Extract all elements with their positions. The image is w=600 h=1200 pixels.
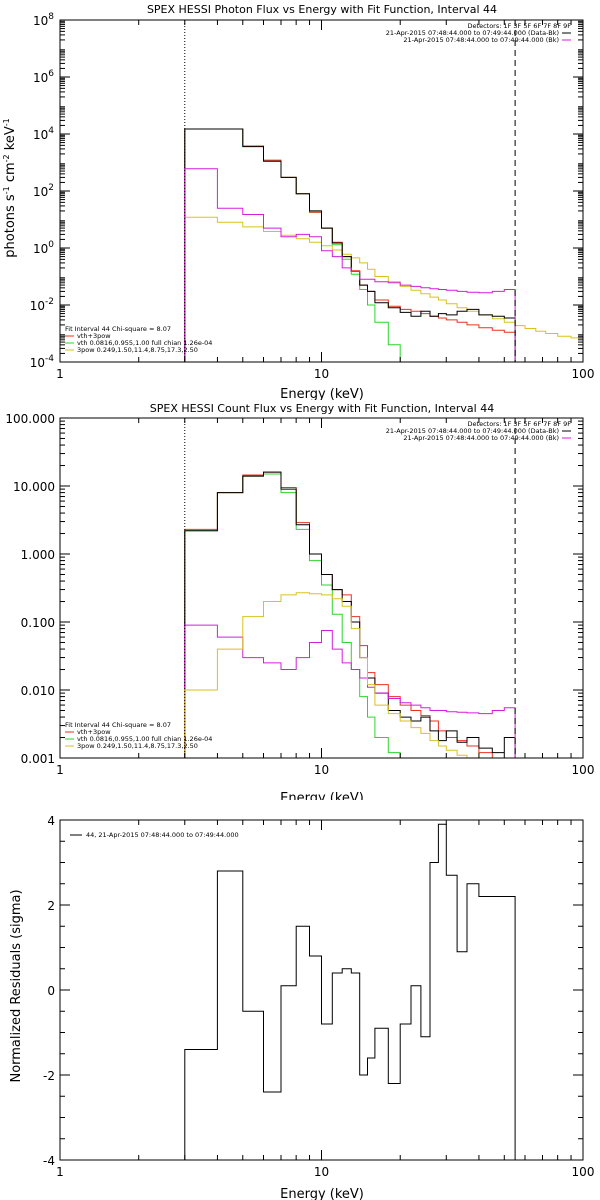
x-tick-label: 10 xyxy=(314,367,329,381)
legend-entry: 21-Apr-2015 07:48:44.000 to 07:49:44.000… xyxy=(403,36,559,44)
legend-entry: 21-Apr-2015 07:48:44.000 to 07:49:44.000… xyxy=(386,29,559,37)
y-tick-label: 0 xyxy=(47,984,55,998)
chart-title: SPEX HESSI Photon Flux vs Energy with Fi… xyxy=(147,3,497,16)
series-powerlaw-line xyxy=(184,216,583,362)
count-flux-chart: SPEX HESSI Count Flux vs Energy with Fit… xyxy=(5,402,595,800)
plot-series-group xyxy=(184,471,516,758)
x-tick-label: 1 xyxy=(56,367,64,381)
legend-entry: vth 0.0816,0.955,1.00 full chian 1.26e-0… xyxy=(77,735,212,743)
photon-flux-chart: SPEX HESSI Photon Flux vs Energy with Fi… xyxy=(2,3,595,400)
legend-entry: vth+3pow xyxy=(77,332,111,340)
y-tick-label: 0.100 xyxy=(21,616,55,630)
legend-entry: 21-Apr-2015 07:48:44.000 to 07:49:44.000… xyxy=(386,427,559,435)
legend-entry: 3pow 0.249,1.50,11.4,8.75,17.3,2.50 xyxy=(77,742,198,750)
y-tick-label: 100 xyxy=(33,240,54,256)
y-tick-label: 0.001 xyxy=(21,752,55,766)
series-residuals-line xyxy=(184,823,516,1160)
y-tick-label: 100.000 xyxy=(5,412,55,426)
x-axis-label: Energy (keV) xyxy=(280,1187,364,1200)
x-axis-label: Energy (keV) xyxy=(280,387,364,400)
chart-title: SPEX HESSI Count Flux vs Energy with Fit… xyxy=(150,402,494,415)
x-tick-label: 100 xyxy=(572,367,595,381)
legend-entry: vth+3pow xyxy=(77,728,111,736)
series-sum-line xyxy=(184,471,516,758)
plot-series-group xyxy=(184,823,516,1160)
legend-detectors: Detectors: 1F 3F 5F 6F 7F 8F 9F xyxy=(468,420,572,428)
legend-fit-title: Fit Interval 44 Chi-square = 8.07 xyxy=(65,325,171,333)
legend-detectors: Detectors: 1F 3F 5F 6F 7F 8F 9F xyxy=(468,22,572,30)
x-tick-label: 1 xyxy=(56,1165,64,1179)
y-tick-label: 10.000 xyxy=(13,480,55,494)
y-tick-label: 0.010 xyxy=(21,684,55,698)
y-tick-label: -4 xyxy=(43,1154,55,1168)
y-axis-label: photons s-1 cm-2 keV-1 xyxy=(2,118,18,257)
series-total-line xyxy=(184,471,505,758)
legend-entry: 44, 21-Apr-2015 07:48:44.000 to 07:49:44… xyxy=(86,831,239,839)
y-tick-label: 1.000 xyxy=(21,548,55,562)
y-tick-label: 4 xyxy=(47,814,55,828)
legend-fit-title: Fit Interval 44 Chi-square = 8.07 xyxy=(65,721,171,729)
y-tick-label: 106 xyxy=(33,69,54,85)
y-tick-label: -2 xyxy=(43,1069,55,1083)
y-tick-label: 10-2 xyxy=(30,297,54,313)
plot-series-group xyxy=(184,128,583,362)
series-sum-line xyxy=(184,128,516,362)
series-total-line xyxy=(184,128,516,362)
y-tick-label: 102 xyxy=(33,183,54,199)
series-thermal-line xyxy=(184,128,401,362)
x-axis-label: Energy (keV) xyxy=(280,791,364,800)
legend-entry: 21-Apr-2015 07:48:44.000 to 07:49:44.000… xyxy=(403,434,559,442)
plot-frame xyxy=(59,417,584,759)
x-tick-label: 100 xyxy=(572,1165,595,1179)
x-tick-label: 100 xyxy=(572,763,595,777)
series-thermal-line xyxy=(184,473,401,758)
y-tick-label: 104 xyxy=(33,126,54,142)
series-bkg-line xyxy=(184,168,516,362)
y-tick-label: 10-4 xyxy=(30,354,55,370)
legend-entry: vth 0.0816,0.955,1.00 full chian 1.26e-0… xyxy=(77,339,212,347)
residuals-chart: Energy (keV) Normalized Residuals (sigma… xyxy=(9,814,595,1200)
y-tick-label: 108 xyxy=(33,12,54,28)
legend-entry: 3pow 0.249,1.50,11.4,8.75,17.3,2.50 xyxy=(77,346,198,354)
x-tick-label: 10 xyxy=(314,1165,329,1179)
y-tick-label: 2 xyxy=(47,899,55,913)
x-tick-label: 10 xyxy=(314,763,329,777)
y-axis-label: Normalized Residuals (sigma) xyxy=(9,889,24,1082)
series-powerlaw-line xyxy=(184,592,516,758)
plot-frame xyxy=(59,19,584,363)
x-tick-label: 1 xyxy=(56,763,64,777)
